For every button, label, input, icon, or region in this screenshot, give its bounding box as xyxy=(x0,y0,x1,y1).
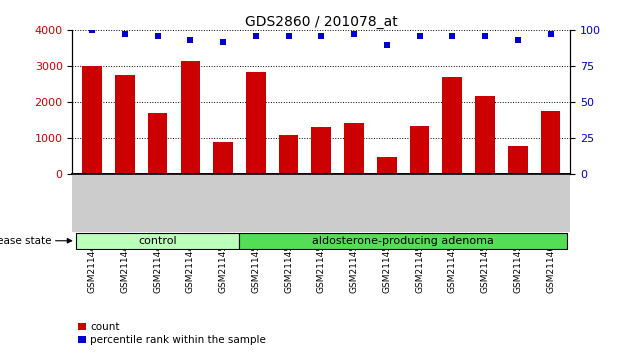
Point xyxy=(185,38,195,43)
Bar xyxy=(181,61,200,174)
Point xyxy=(480,33,490,39)
Bar xyxy=(76,233,239,249)
Point xyxy=(120,32,130,37)
Point xyxy=(152,33,163,39)
Point xyxy=(415,33,425,39)
Bar xyxy=(278,135,299,174)
Bar xyxy=(344,123,364,174)
Point xyxy=(349,32,359,37)
Bar xyxy=(475,96,495,174)
Bar xyxy=(246,72,266,174)
Point xyxy=(513,38,523,43)
Bar xyxy=(508,146,527,174)
Text: aldosterone-producing adenoma: aldosterone-producing adenoma xyxy=(312,236,494,246)
Title: GDS2860 / 201078_at: GDS2860 / 201078_at xyxy=(245,15,398,29)
Point xyxy=(251,33,261,39)
Bar xyxy=(83,66,102,174)
Legend: count, percentile rank within the sample: count, percentile rank within the sample xyxy=(77,322,266,345)
Point xyxy=(284,33,294,39)
Point xyxy=(546,32,556,37)
Bar xyxy=(213,142,233,174)
Bar xyxy=(442,77,462,174)
Point xyxy=(87,27,97,33)
Bar xyxy=(377,156,397,174)
Bar xyxy=(541,111,560,174)
Text: disease state: disease state xyxy=(0,236,51,246)
Point xyxy=(316,33,326,39)
Bar xyxy=(410,126,430,174)
Text: control: control xyxy=(138,236,177,246)
Bar xyxy=(311,127,331,174)
Point xyxy=(447,33,457,39)
Point xyxy=(218,39,228,45)
Bar xyxy=(239,233,567,249)
Bar xyxy=(115,75,135,174)
Point xyxy=(382,42,392,47)
Bar xyxy=(148,113,168,174)
